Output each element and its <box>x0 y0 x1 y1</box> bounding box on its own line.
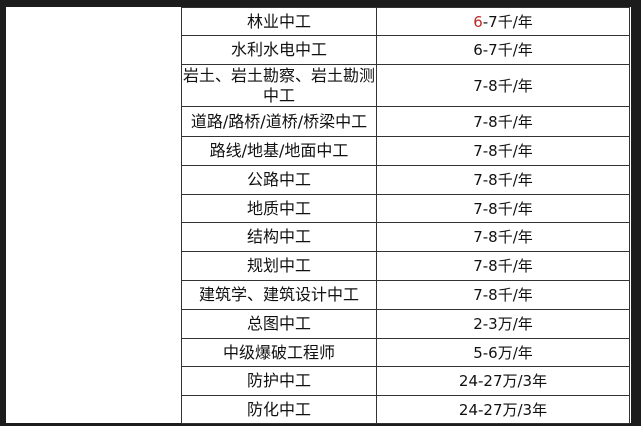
salary-value: 7-8千/年 <box>473 112 533 131</box>
job-title-cell: 公路中工 <box>181 165 377 195</box>
job-title: 防护中工 <box>246 371 311 390</box>
salary-table: 林业中工 6-7千/年 水利水电中工 6-7千/年 岩土、岩土勘察、岩土勘测中工 7-8千… <box>181 7 630 424</box>
job-title: 总图中工 <box>246 314 311 333</box>
salary-cell: 24-27万/3年 <box>376 395 630 424</box>
salary-value: 6-7千/年 <box>473 41 533 59</box>
salary-value: 24-27万/3年 <box>458 372 548 390</box>
salary-value: 2-3万/年 <box>473 315 533 333</box>
job-title-cell: 结构中工 <box>181 222 377 252</box>
job-title-cell: 水利水电中工 <box>181 35 377 65</box>
job-title-cell: 总图中工 <box>181 309 377 339</box>
salary-value: 7-8千/年 <box>473 228 533 246</box>
salary-value: -7千/年 <box>482 12 533 31</box>
job-title-cell: 建筑学、建筑设计中工 <box>181 280 377 310</box>
table-row: 岩土、岩土勘察、岩土勘测中工 7-8千/年 <box>181 64 630 107</box>
job-title-cell: 岩土、岩土勘察、岩土勘测中工 <box>181 64 377 107</box>
job-title: 建筑学、建筑设计中工 <box>198 285 359 304</box>
salary-value: 7-8千/年 <box>473 171 533 189</box>
table-row: 规划中工 7-8千/年 <box>181 251 630 281</box>
job-title-cell: 防护中工 <box>181 366 377 396</box>
table-row: 防护中工 24-27万/3年 <box>181 366 630 396</box>
job-title: 路线/地基/地面中工 <box>209 141 349 160</box>
job-title: 规划中工 <box>246 256 311 275</box>
job-title: 水利水电中工 <box>230 40 327 59</box>
job-title: 林业中工 <box>246 11 311 31</box>
job-title: 中级爆破工程师 <box>222 342 335 362</box>
salary-cell: 7-8千/年 <box>376 165 630 195</box>
job-title-cell: 地质中工 <box>181 194 377 223</box>
table-row: 道路/路桥/道桥/桥梁中工 7-8千/年 <box>181 106 630 137</box>
job-title: 防化中工 <box>246 399 311 419</box>
salary-cell: 24-27万/3年 <box>376 366 630 396</box>
job-title: 公路中工 <box>246 170 311 189</box>
table-row: 地质中工 7-8千/年 <box>181 194 630 223</box>
table-row: 总图中工 2-3万/年 <box>181 309 630 339</box>
salary-cell: 7-8千/年 <box>376 222 630 252</box>
job-title: 道路/路桥/道桥/桥梁中工 <box>190 111 368 131</box>
salary-cell: 7-8千/年 <box>376 194 630 223</box>
job-title-cell: 路线/地基/地面中工 <box>181 136 377 166</box>
salary-cell: 7-8千/年 <box>376 280 630 310</box>
salary-cell: 5-6万/年 <box>376 338 630 367</box>
salary-highlight: 6 <box>473 12 483 31</box>
table-row: 水利水电中工 6-7千/年 <box>181 35 630 65</box>
job-title: 结构中工 <box>246 227 311 246</box>
table-row: 建筑学、建筑设计中工 7-8千/年 <box>181 280 630 310</box>
salary-value: 7-8千/年 <box>473 142 533 160</box>
salary-cell: 7-8千/年 <box>376 64 630 107</box>
salary-value: 5-6万/年 <box>473 343 533 362</box>
salary-value: 24-27万/3年 <box>458 400 548 419</box>
table-row: 林业中工 6-7千/年 <box>181 7 630 36</box>
salary-cell: 2-3万/年 <box>376 309 630 339</box>
document-sheet: 林业中工 6-7千/年 水利水电中工 6-7千/年 岩土、岩土勘察、岩土勘测中工 7-8千… <box>6 7 631 424</box>
salary-value: 7-8千/年 <box>473 76 533 95</box>
salary-cell: 7-8千/年 <box>376 136 630 166</box>
table-row: 中级爆破工程师 5-6万/年 <box>181 338 630 367</box>
job-title-cell: 防化中工 <box>181 395 377 424</box>
job-title-cell: 林业中工 <box>181 7 377 36</box>
salary-value: 7-8千/年 <box>473 257 533 275</box>
salary-cell: 7-8千/年 <box>376 106 630 137</box>
salary-cell: 7-8千/年 <box>376 251 630 281</box>
table-row: 结构中工 7-8千/年 <box>181 222 630 252</box>
job-title-cell: 中级爆破工程师 <box>181 338 377 367</box>
salary-value: 7-8千/年 <box>473 286 533 304</box>
job-title-cell: 道路/路桥/道桥/桥梁中工 <box>181 106 377 137</box>
job-title: 岩土、岩土勘察、岩土勘测中工 <box>182 65 375 105</box>
job-title: 地质中工 <box>246 198 311 218</box>
table-row: 公路中工 7-8千/年 <box>181 165 630 195</box>
salary-cell: 6-7千/年 <box>376 7 630 36</box>
salary-value: 7-8千/年 <box>473 199 533 218</box>
salary-cell: 6-7千/年 <box>376 35 630 65</box>
table-row: 防化中工 24-27万/3年 <box>181 395 630 424</box>
table-row: 路线/地基/地面中工 7-8千/年 <box>181 136 630 166</box>
job-title-cell: 规划中工 <box>181 251 377 281</box>
